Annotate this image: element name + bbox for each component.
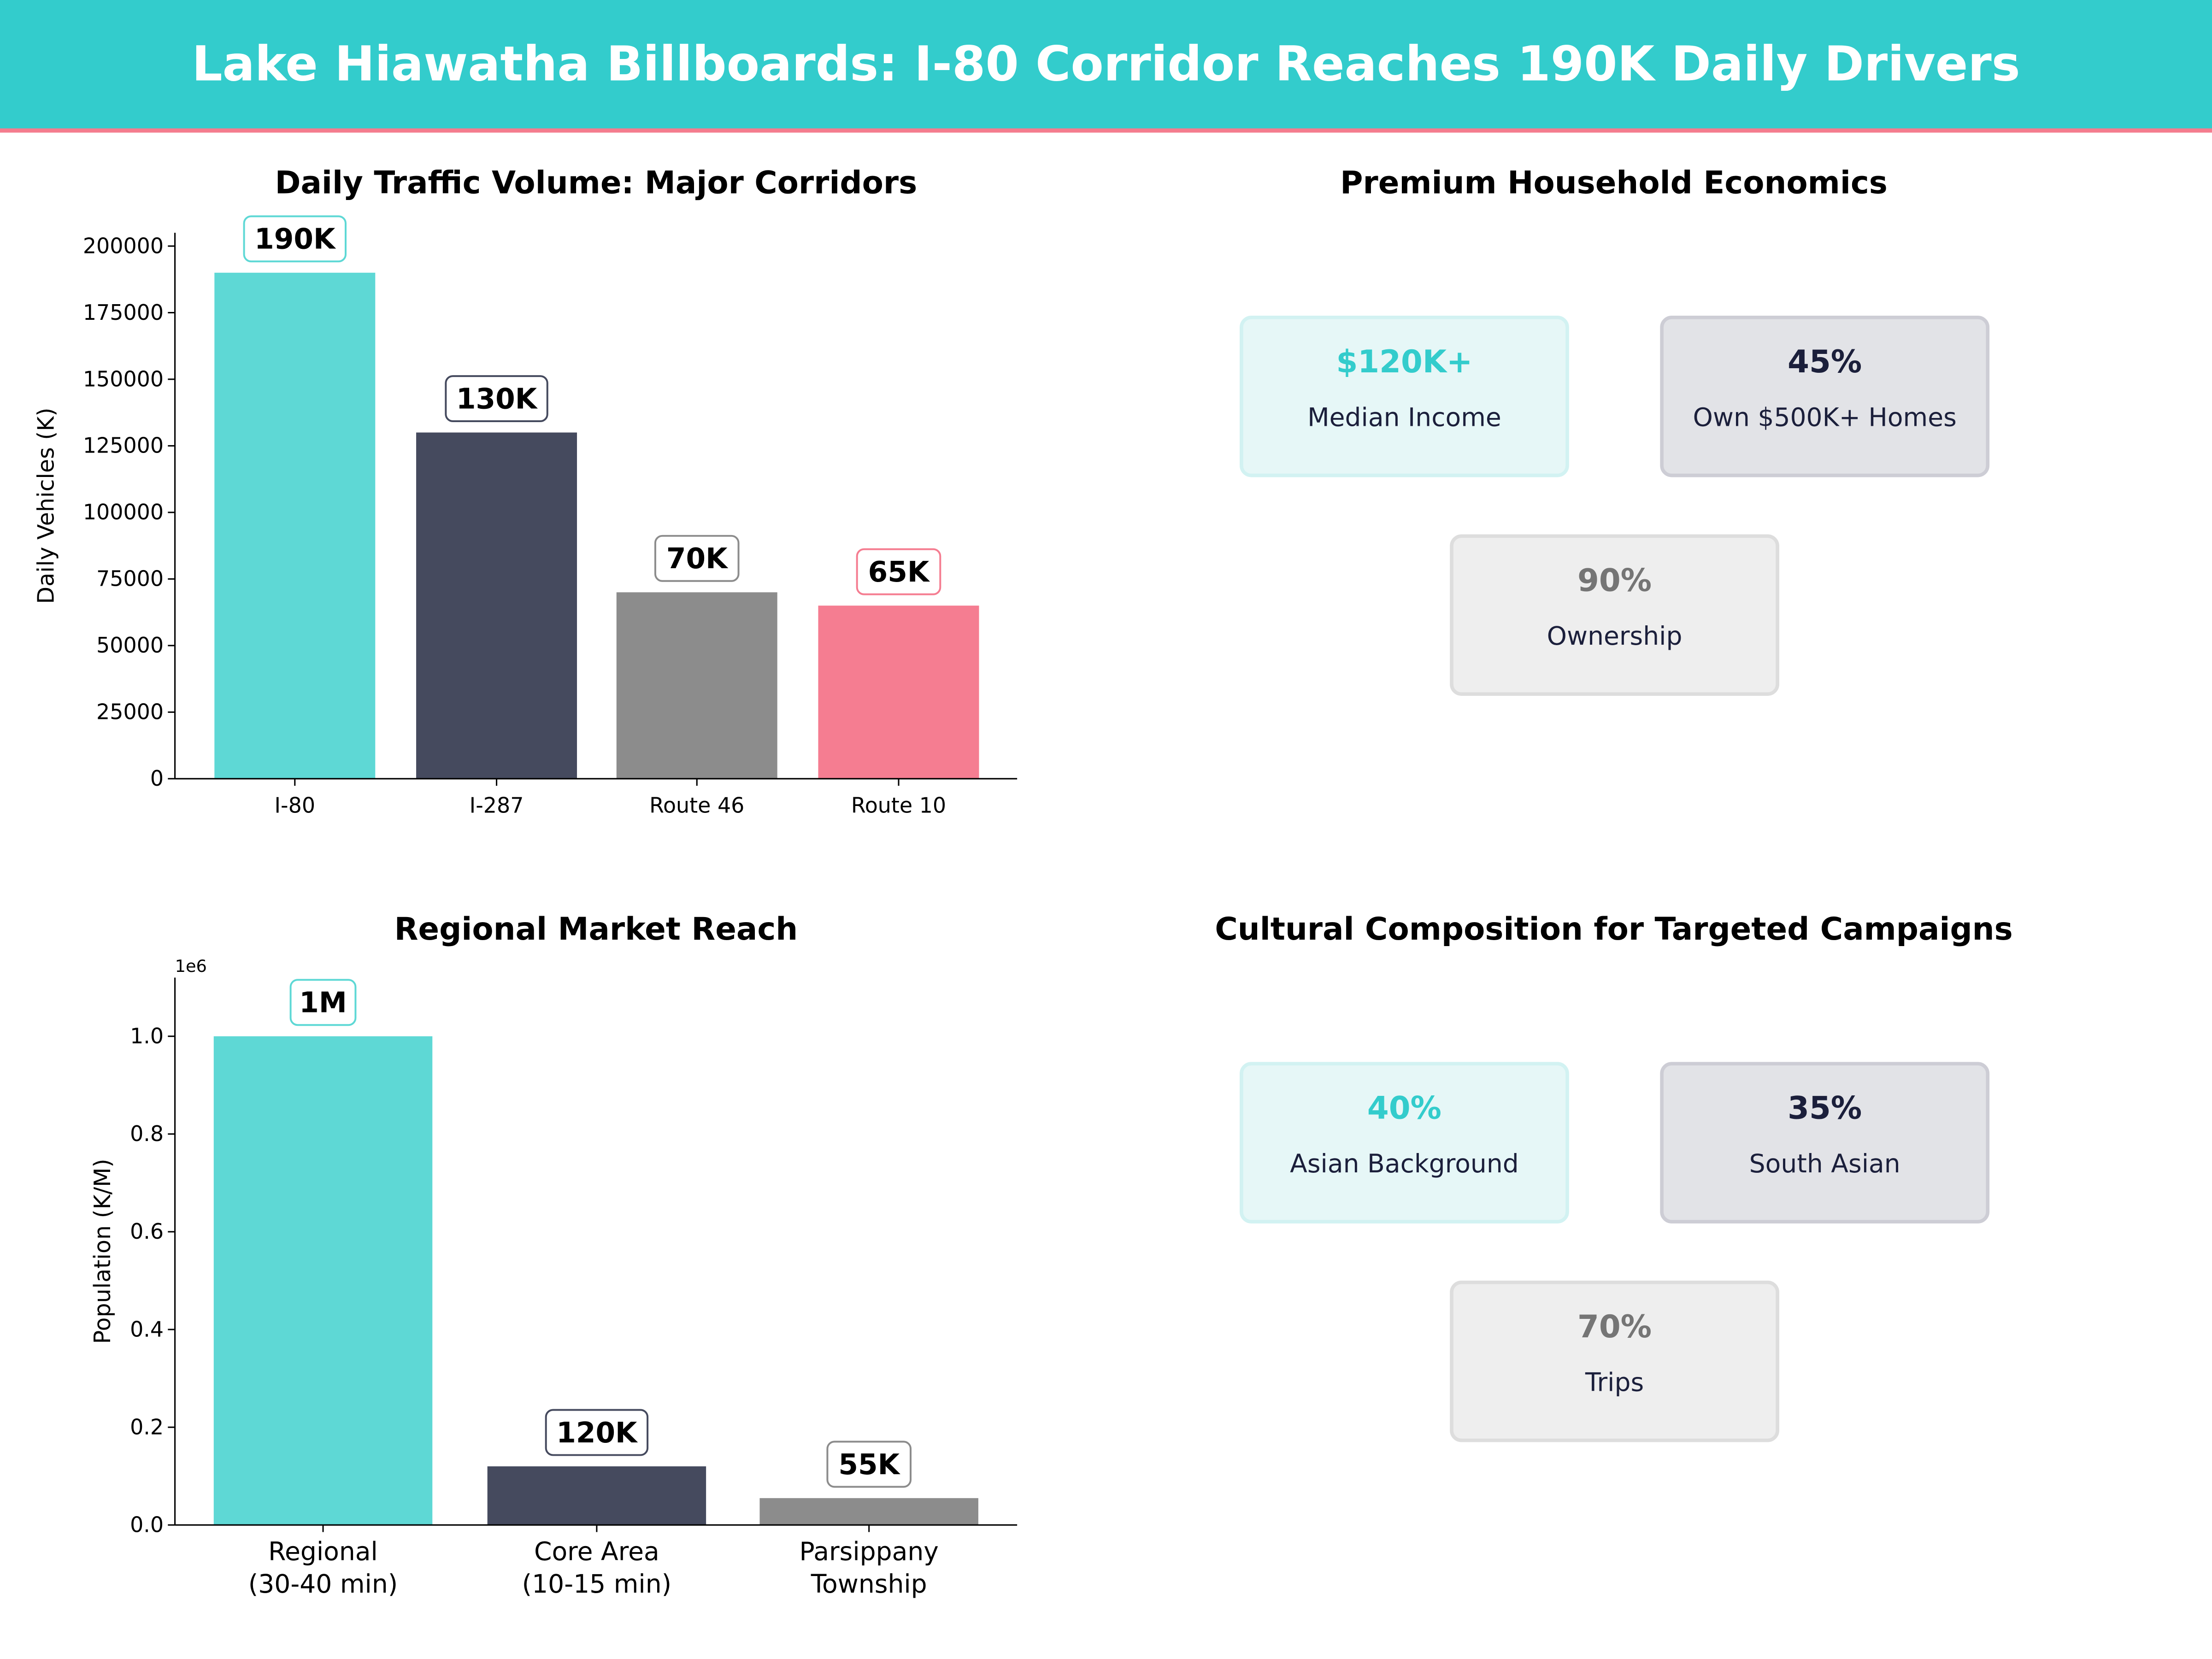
y-tick-label: 0.6 xyxy=(130,1219,164,1244)
header-bar xyxy=(0,0,2212,130)
y-tick-label: 50000 xyxy=(96,633,164,658)
y-tick-label: 25000 xyxy=(96,700,164,724)
x-tick-label: Regional xyxy=(268,1537,378,1566)
data-label-box xyxy=(856,548,941,595)
y-tick-label: 75000 xyxy=(96,566,164,591)
data-label-box xyxy=(654,535,740,582)
data-label-box xyxy=(243,215,347,263)
chart-title: Regional Market Reach xyxy=(394,911,798,947)
chart-title: Daily Traffic Volume: Major Corridors xyxy=(275,164,918,200)
y-tick-label: 0.2 xyxy=(130,1414,164,1439)
data-label: 70K xyxy=(666,542,729,575)
stat-card xyxy=(1240,315,1569,477)
y-tick-label: 0 xyxy=(150,766,164,791)
y-tick-label: 200000 xyxy=(83,233,164,258)
y-tick-label: 0.8 xyxy=(130,1121,164,1146)
stat-card xyxy=(1660,1062,1990,1224)
stat-card xyxy=(1240,1062,1569,1224)
x-tick-label: Core Area xyxy=(534,1537,659,1566)
bar xyxy=(759,1498,978,1525)
x-tick-label: Route 46 xyxy=(649,793,744,818)
stat-card xyxy=(1450,1280,1779,1442)
y-axis-label: Population (K/M) xyxy=(89,1159,116,1344)
y-axis-label: Daily Vehicles (K) xyxy=(33,407,59,604)
market-reach-chart: Regional Market Reach Population (K/M) 1e6… xyxy=(89,911,1018,1599)
stat-value: 70% xyxy=(1577,1308,1652,1345)
bar xyxy=(416,432,577,779)
x-tick-label: Route 10 xyxy=(851,793,946,818)
data-label: 130K xyxy=(456,382,538,415)
page-title: Lake Hiawatha Billboards: I-80 Corridor … xyxy=(192,35,2020,92)
axis-offset-label: 1e6 xyxy=(175,956,207,976)
stat-label: South Asian xyxy=(1749,1149,1900,1178)
y-tick-label: 125000 xyxy=(83,433,164,458)
data-label: 190K xyxy=(254,223,336,256)
y-tick-label: 1.0 xyxy=(130,1024,164,1048)
x-tick-label: (30-40 min) xyxy=(248,1569,398,1599)
data-label: 65K xyxy=(868,556,930,588)
bar xyxy=(616,592,777,779)
data-label-box xyxy=(826,1441,912,1488)
bar xyxy=(487,1466,706,1525)
stat-label: Asian Background xyxy=(1290,1149,1519,1178)
y-tick-label: 0.4 xyxy=(130,1317,164,1341)
y-tick-label: 0.0 xyxy=(130,1512,164,1537)
y-tick-label: 100000 xyxy=(83,500,164,524)
stat-card xyxy=(1660,315,1990,477)
data-label: 55K xyxy=(838,1448,900,1481)
x-tick-label: Township xyxy=(811,1569,927,1599)
y-tick-label: 175000 xyxy=(83,300,164,325)
stat-label: Median Income xyxy=(1307,402,1501,432)
x-tick-label: (10-15 min) xyxy=(522,1569,671,1599)
stat-card xyxy=(1450,534,1779,696)
panel-title: Premium Household Economics xyxy=(1340,164,1888,200)
bar xyxy=(214,272,376,779)
cultural-composition-panel: Cultural Composition for Targeted Campai… xyxy=(1215,911,2013,1442)
household-economics-panel: Premium Household Economics $120K+ Median … xyxy=(1240,164,1990,696)
data-label: 1M xyxy=(299,987,347,1019)
stat-value: 90% xyxy=(1577,562,1652,599)
stat-value: 35% xyxy=(1788,1090,1862,1126)
bar xyxy=(213,1036,433,1525)
y-tick-label: 150000 xyxy=(83,366,164,391)
data-label-box xyxy=(289,979,357,1026)
header-accent-line xyxy=(0,128,2212,133)
stat-label: Ownership xyxy=(1547,621,1683,651)
stat-value: 45% xyxy=(1788,343,1862,380)
stat-value: $120K+ xyxy=(1336,343,1472,380)
data-label-box xyxy=(445,375,548,423)
traffic-volume-chart: Daily Traffic Volume: Major Corridors Dai… xyxy=(33,164,1018,818)
stat-label: Own $500K+ Homes xyxy=(1693,402,1957,432)
x-tick-label: I-80 xyxy=(275,793,316,818)
stat-value: 40% xyxy=(1367,1090,1441,1126)
bar xyxy=(818,606,979,779)
x-tick-label: I-287 xyxy=(470,793,524,818)
panel-title: Cultural Composition for Targeted Campai… xyxy=(1215,911,2012,947)
stat-label: Trips xyxy=(1585,1367,1644,1397)
x-tick-label: Parsippany xyxy=(800,1537,939,1566)
data-label-box xyxy=(545,1409,649,1456)
data-label: 120K xyxy=(556,1417,638,1449)
